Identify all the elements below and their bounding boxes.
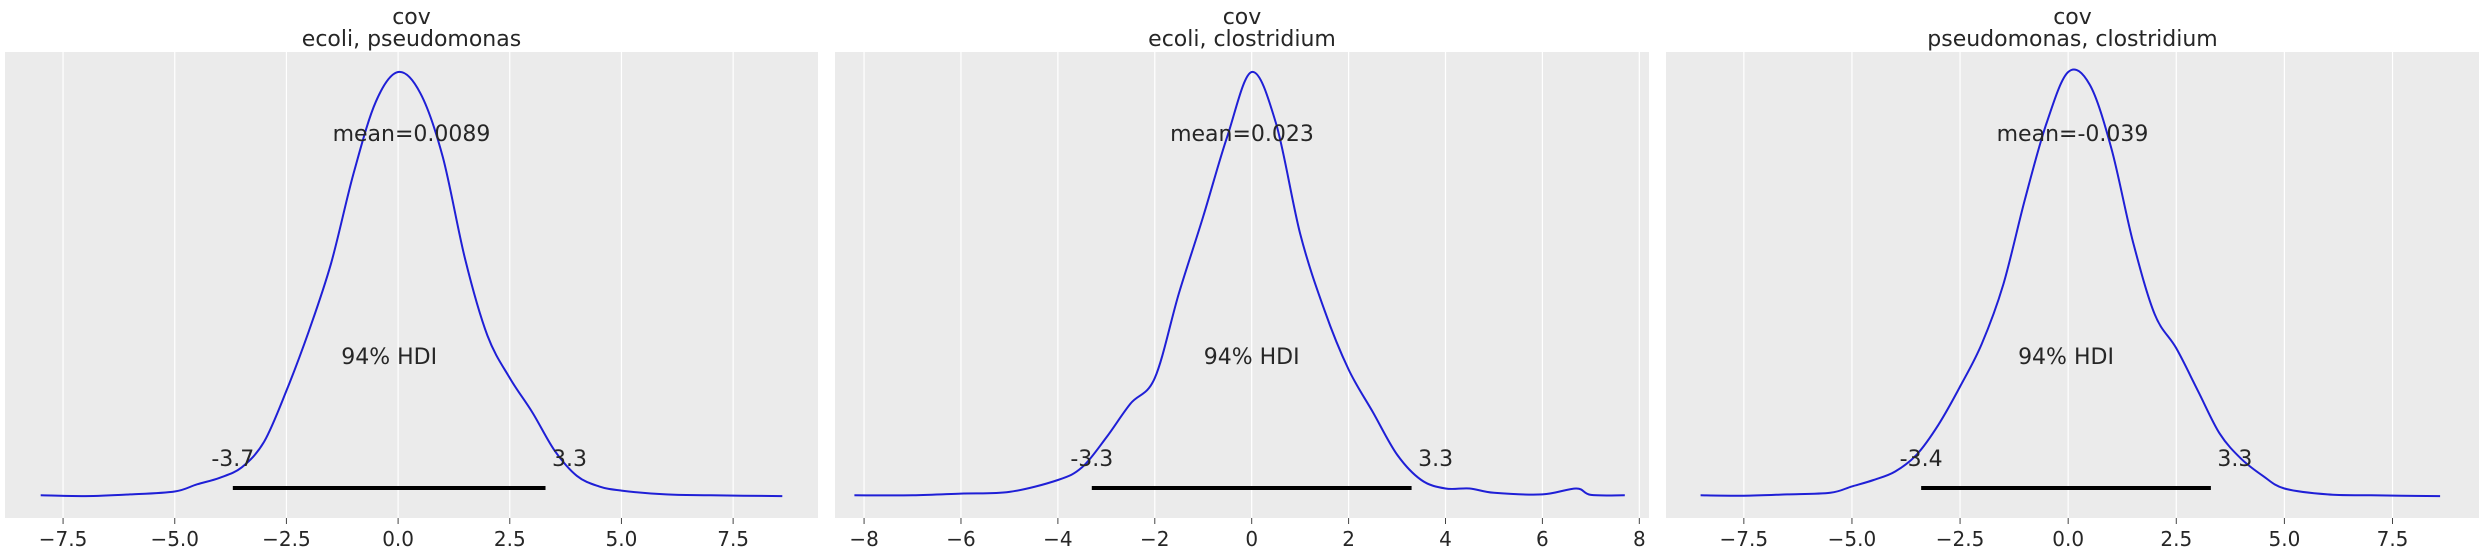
x-tick-label: 2.5 xyxy=(2160,527,2192,551)
panel-title-variable: cov xyxy=(2053,5,2092,30)
mean-label: mean=0.0089 xyxy=(333,122,491,147)
panel-title-variable: cov xyxy=(392,5,431,30)
x-tick-label: −8 xyxy=(849,527,878,551)
x-tick-label: −5.0 xyxy=(1828,527,1877,551)
x-tick-label: −2.5 xyxy=(262,527,311,551)
x-tick-label: −2 xyxy=(1140,527,1169,551)
x-tick-label: 0.0 xyxy=(382,527,414,551)
panel-title-coords: pseudomonas, clostridium xyxy=(1927,27,2217,52)
plot-area xyxy=(1666,52,2479,518)
mean-label: mean=0.023 xyxy=(1170,122,1314,147)
hdi-low-label: -3.4 xyxy=(1900,447,1943,472)
x-tick-label: −6 xyxy=(946,527,975,551)
hdi-low-label: -3.3 xyxy=(1070,447,1113,472)
density-curve xyxy=(1700,68,2441,498)
x-tick-label: 4 xyxy=(1439,527,1452,551)
x-tick-label: −4 xyxy=(1043,527,1072,551)
hdi-low-label: -3.7 xyxy=(211,447,254,472)
hdi-label: 94% HDI xyxy=(1204,345,1300,370)
x-tick-label: 8 xyxy=(1633,527,1646,551)
x-tick-label: −5.0 xyxy=(150,527,199,551)
x-tick-label: 7.5 xyxy=(2377,527,2409,551)
kde-panel-3: −7.5 −5.0 −2.5 0.0 2.5 5.0 7.5 covpseudomonas, … xyxy=(1666,5,2479,551)
x-tick-label: −2.5 xyxy=(1936,527,1985,551)
panel-title-coords: ecoli, pseudomonas xyxy=(302,27,521,52)
plot-area xyxy=(835,52,1649,518)
hdi-high-label: 3.3 xyxy=(1418,447,1453,472)
hdi-high-label: 3.3 xyxy=(2217,447,2252,472)
hdi-label: 94% HDI xyxy=(341,345,437,370)
density-curve xyxy=(854,71,1625,497)
x-tick-label: 0.0 xyxy=(2052,527,2084,551)
x-tick-label: 7.5 xyxy=(717,527,749,551)
x-tick-label: 5.0 xyxy=(2268,527,2300,551)
mean-label: mean=-0.039 xyxy=(1997,122,2149,147)
panel-title-coords: ecoli, clostridium xyxy=(1148,27,1336,52)
plot-area xyxy=(5,52,818,518)
x-tick-label: −7.5 xyxy=(39,527,88,551)
x-tick-label: 2.5 xyxy=(494,527,526,551)
x-tick-label: 6 xyxy=(1536,527,1549,551)
x-tick-label: 2 xyxy=(1342,527,1355,551)
hdi-label: 94% HDI xyxy=(2018,345,2114,370)
hdi-high-label: 3.3 xyxy=(552,447,587,472)
x-tick-label: −7.5 xyxy=(1720,527,1769,551)
panel-title-variable: cov xyxy=(1223,5,1262,30)
x-tick-label: 5.0 xyxy=(606,527,638,551)
x-tick-label: 0 xyxy=(1245,527,1258,551)
density-curve xyxy=(40,70,783,498)
